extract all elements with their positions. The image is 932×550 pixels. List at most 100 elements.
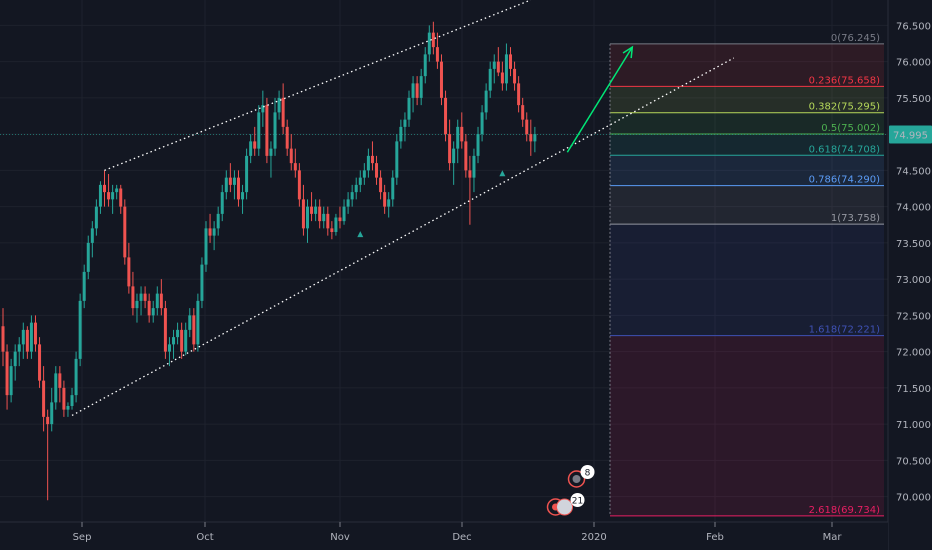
candle [310,192,314,222]
drawings[interactable]: 8 21 [71,0,735,516]
candle-body [269,148,273,156]
candle [346,192,350,214]
candle [151,300,155,323]
candle-body [172,337,176,345]
candle-body [188,315,192,330]
candle [143,286,147,309]
candle-body [111,192,115,200]
time-tick-label: Feb [706,532,724,543]
candle-body [509,54,512,69]
candle-body [318,206,322,222]
candle-body [159,293,163,309]
candle [529,119,533,156]
candle-body [74,358,78,396]
candle-body [452,148,456,164]
candle [155,286,159,316]
candle-body [127,257,131,287]
candle [334,213,338,236]
candle-body [200,264,204,301]
candle [123,199,127,265]
price-tick-label: 70.000 [896,493,931,504]
candle [338,206,342,229]
candle [452,141,456,185]
candle-body [419,76,423,98]
candle [444,90,448,142]
candle-body [403,119,407,127]
candle-body [464,141,468,171]
candle-body [5,351,9,396]
candle-body [261,105,265,113]
candle-body [184,329,188,352]
candle-body [399,126,403,142]
candlestick-series [1,21,537,501]
candle [249,134,253,164]
candle [314,199,318,222]
candle-body [66,406,70,410]
candle [172,329,176,359]
candle [476,126,480,164]
time-tick-label: Mar [823,532,843,543]
candle-body [500,72,504,84]
candle [419,68,423,106]
candle [17,337,21,367]
candle-body [460,126,464,142]
candle [184,322,188,356]
candle-body [17,344,21,352]
candle [269,141,273,178]
candle [200,257,204,309]
candle [163,300,167,359]
event-badge: 8 [567,465,595,488]
price-tick-label: 71.000 [896,420,931,431]
candle-body [330,228,334,232]
candle [62,380,66,417]
candle-body [444,97,448,135]
candle-body [342,206,346,222]
candle [38,337,42,388]
candle [407,90,411,127]
time-axis-background [0,522,888,550]
candle [431,21,435,55]
triangle-up-marker [499,170,506,177]
candle-body [427,32,431,55]
candle-body [346,199,350,207]
price-tick-label: 73.500 [896,239,931,250]
price-axis[interactable]: 70.000 70.500 71.000 71.500 72.000 72.500 73.0… [896,21,931,503]
event-count-label: 8 [585,469,591,479]
candle [383,184,387,214]
candle-body [82,271,86,301]
candle [103,170,106,207]
fibonacci-retracement[interactable]: 0(76.245) 0.236(75.658) 0.382(75.295) 0.5(7… [0,33,888,517]
candle-body [431,32,435,48]
price-tick-label: 71.500 [896,384,931,395]
candle-body [423,54,427,77]
candle-body [468,170,472,178]
candle-body [322,213,326,222]
candle [435,32,439,69]
candle [399,119,403,149]
candle [21,322,25,359]
candle [257,105,261,156]
candle [180,322,184,359]
candle-body [277,97,281,113]
time-axis[interactable]: Sep Oct Nov Dec 2020 Feb Mar [73,522,843,543]
candle [480,105,484,142]
candle [281,83,285,135]
event-badge: 21 [546,493,585,516]
candle [1,308,5,367]
fib-zone [610,185,884,225]
candle [29,315,33,359]
candle-body [253,141,257,149]
candle-body [358,177,362,185]
price-tick-label: 72.000 [896,348,931,359]
price-tick-label: 73.000 [896,275,931,286]
candle [46,409,50,501]
candle-body [1,326,5,352]
candle-body [143,293,147,301]
candle [228,163,232,193]
candle [509,47,512,77]
candle [167,337,171,367]
candle [208,213,212,243]
candle-body [525,119,529,135]
candle-body [42,380,46,417]
